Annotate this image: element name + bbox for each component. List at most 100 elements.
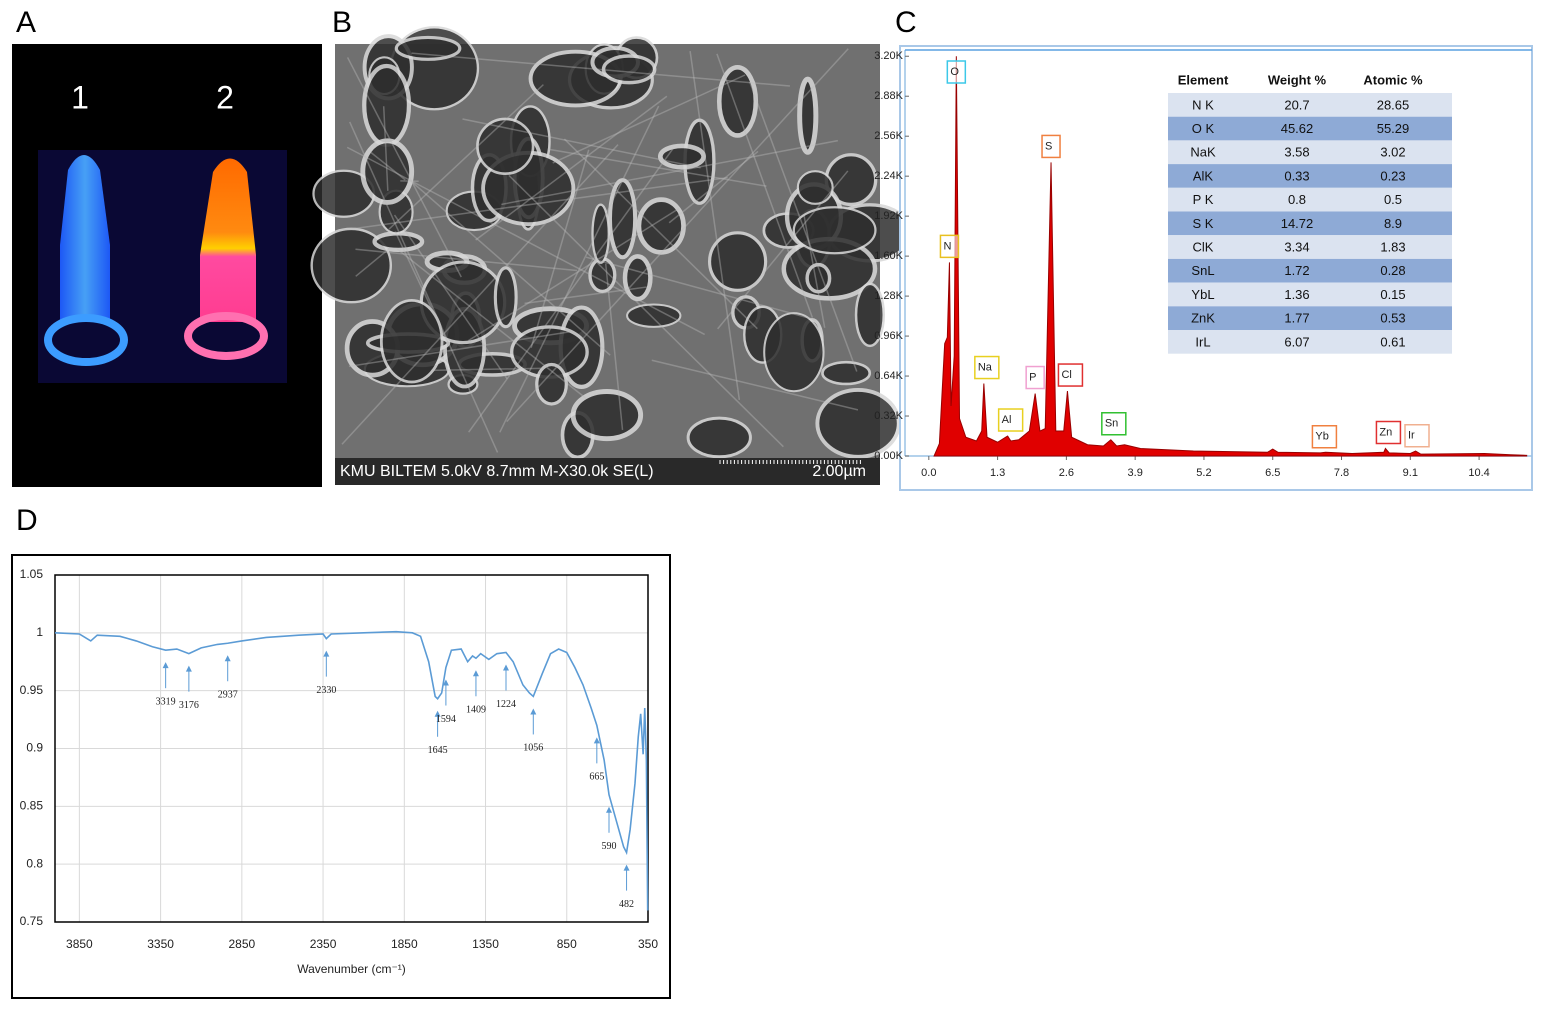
peak-label: N [939, 234, 960, 259]
sem-ridge [604, 263, 624, 431]
sem-ridge [689, 51, 741, 400]
y-tick-label: 0.00K [874, 450, 903, 462]
sem-ridge [339, 176, 728, 232]
sem-pore [792, 206, 877, 255]
peak-label-text: Ir [1408, 430, 1415, 442]
table-cell: AlK [1193, 168, 1214, 183]
table-row [1168, 330, 1452, 354]
annotation-arrowhead [472, 670, 479, 677]
peak-label-text: Yb [1315, 431, 1328, 443]
annotation-label: 2937 [218, 690, 238, 701]
x-tick-label: 2850 [228, 937, 255, 951]
annotation-label: 665 [589, 772, 604, 783]
sem-pore [763, 312, 825, 393]
ftir-frame [11, 554, 671, 999]
annotation-label: 590 [602, 841, 617, 852]
sem-pore [476, 117, 535, 175]
y-tick-label: 1 [36, 625, 43, 639]
peak-label: O [946, 60, 967, 84]
sem-pore [805, 262, 832, 294]
annotation-label: 2330 [316, 685, 336, 696]
table-cell: IrL [1195, 334, 1210, 349]
sem-ridge [475, 95, 668, 241]
peak-label-text: Zn [1379, 426, 1392, 438]
sem-pore [394, 35, 462, 61]
sem-ridge [396, 248, 587, 400]
peak-label-box [1057, 363, 1084, 387]
panel-label: A [16, 6, 36, 39]
sem-ridge [409, 179, 611, 356]
sem-pore [591, 203, 610, 264]
peak-label-box [1041, 134, 1061, 159]
table-header: Element [1178, 72, 1229, 87]
sem-pore [372, 231, 425, 253]
sem-pore [686, 416, 752, 459]
table-cell: NaK [1190, 145, 1216, 160]
annotation-arrowhead [530, 708, 537, 715]
sem-ridge [499, 105, 660, 433]
sem-ridge [524, 286, 647, 305]
annotation-arrowhead [623, 864, 630, 871]
sem-pore [626, 303, 682, 328]
sem-pore [601, 54, 657, 85]
panel-label: D [16, 504, 38, 537]
sem-ridge [749, 81, 858, 372]
tube-orange-cap [184, 312, 268, 360]
y-tick-label: 0.32K [874, 410, 903, 422]
peak-label: Ir [1404, 424, 1430, 448]
sem-pore [854, 282, 886, 348]
sem-ridge [651, 359, 859, 411]
sem-scale-bar: 2.00µm [812, 463, 866, 480]
y-tick-label: 2.24K [874, 170, 903, 182]
table-header: Weight % [1268, 72, 1327, 87]
annotation-label: 1645 [428, 745, 448, 756]
sem-ridge [346, 57, 462, 278]
tube-blue [60, 155, 110, 320]
peak-label-text: N [943, 240, 951, 252]
tube-orange [200, 158, 256, 322]
table-row [1168, 211, 1452, 236]
table-cell: 0.8 [1288, 192, 1306, 207]
sem-pore [607, 178, 638, 260]
peak-label-box [1025, 365, 1045, 390]
x-axis-title: Wavenumber (cm⁻¹) [297, 962, 406, 976]
peak-label: Cl [1057, 363, 1084, 387]
peak-label-box [1101, 412, 1127, 436]
annotation-label: 1056 [523, 743, 543, 754]
annotation-arrowhead [162, 662, 169, 669]
x-tick-label: 3850 [66, 937, 93, 951]
table-cell: 1.83 [1380, 239, 1405, 254]
sem-caption: KMU BILTEM 5.0kV 8.7mm M-X30.0k SE(L) [340, 463, 654, 480]
panel-label: B [332, 6, 352, 39]
sem-ridge [717, 170, 849, 330]
x-tick-label: 5.2 [1196, 467, 1211, 479]
table-cell: O K [1192, 121, 1215, 136]
sem-ridge [501, 139, 838, 206]
peak-label: Sn [1101, 412, 1127, 436]
annotation-arrowhead [185, 665, 192, 672]
y-tick-label: 1.05 [20, 567, 44, 581]
peak-label-text: Cl [1061, 369, 1071, 381]
sem-pore [570, 389, 644, 442]
x-tick-label: 1.3 [990, 467, 1005, 479]
x-tick-label: 1850 [391, 937, 418, 951]
sem-ridge [468, 207, 680, 342]
table-cell: 3.34 [1284, 239, 1309, 254]
sem-pore [622, 254, 653, 302]
x-tick-label: 10.4 [1468, 467, 1489, 479]
table-cell: 14.72 [1281, 216, 1314, 231]
peak-label: Yb [1311, 425, 1338, 449]
peak-label-box [939, 234, 960, 259]
peak-label-box [974, 355, 1000, 380]
sem-pore [821, 360, 872, 386]
sem-ridge [530, 149, 590, 348]
sem-ridge [382, 106, 389, 191]
table-cell: YbL [1191, 287, 1214, 302]
peak-label-box [1375, 420, 1402, 445]
annotation-arrowhead [606, 806, 613, 813]
sem-pore [310, 227, 393, 304]
x-tick-label: 2350 [310, 937, 337, 951]
table-cell: 1.72 [1284, 263, 1309, 278]
annotation-label: 482 [619, 899, 634, 910]
